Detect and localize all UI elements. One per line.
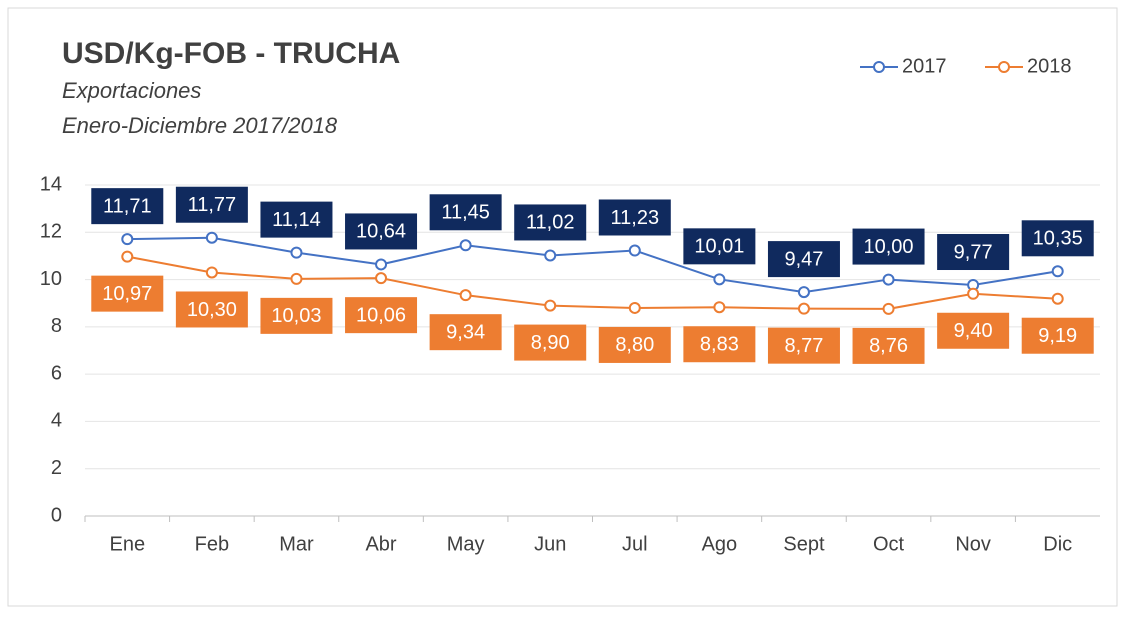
chart-subtitle: Exportaciones — [62, 78, 201, 103]
x-tick-label: Ago — [702, 533, 738, 555]
point — [630, 245, 640, 255]
point — [291, 248, 301, 258]
x-tick-label: Jul — [622, 533, 648, 555]
point — [1053, 294, 1063, 304]
data-label: 10,30 — [187, 299, 237, 321]
point — [630, 303, 640, 313]
chart: USD/Kg-FOB - TRUCHA Exportaciones Enero-… — [0, 0, 1125, 614]
point — [207, 233, 217, 243]
data-label: 10,00 — [864, 236, 914, 258]
point — [884, 275, 894, 285]
point — [1053, 266, 1063, 276]
data-label: 11,23 — [611, 207, 660, 229]
legend-marker — [999, 62, 1009, 72]
data-label: 9,40 — [954, 320, 993, 342]
legend-label: 2017 — [902, 55, 947, 77]
legend-marker — [874, 62, 884, 72]
point — [884, 304, 894, 314]
x-tick-label: Oct — [873, 533, 905, 555]
y-tick-label: 12 — [40, 221, 62, 243]
data-label: 10,64 — [356, 221, 406, 243]
point — [122, 234, 132, 244]
data-label: 11,71 — [103, 195, 152, 217]
point — [207, 267, 217, 277]
data-label: 9,47 — [784, 248, 823, 270]
y-tick-label: 14 — [40, 173, 62, 195]
y-tick-label: 2 — [51, 457, 62, 479]
data-label: 11,14 — [272, 209, 321, 231]
data-label: 10,03 — [271, 305, 321, 327]
data-label: 8,76 — [869, 335, 908, 357]
point — [714, 274, 724, 284]
point — [376, 273, 386, 283]
point — [545, 250, 555, 260]
data-label: 11,77 — [188, 194, 237, 216]
point — [376, 259, 386, 269]
y-tick-label: 10 — [40, 268, 62, 290]
data-label: 8,80 — [615, 334, 654, 356]
y-tick-label: 0 — [51, 504, 62, 526]
point — [799, 304, 809, 314]
data-label: 10,01 — [694, 236, 744, 258]
point — [968, 289, 978, 299]
legend-label: 2018 — [1027, 55, 1072, 77]
data-label: 9,34 — [446, 321, 485, 343]
point — [799, 287, 809, 297]
data-label: 10,35 — [1033, 228, 1083, 250]
data-label: 8,77 — [784, 335, 823, 357]
data-label: 8,90 — [531, 332, 570, 354]
point — [545, 301, 555, 311]
x-tick-label: Nov — [955, 533, 991, 555]
y-tick-label: 6 — [51, 362, 62, 384]
x-tick-label: Feb — [195, 533, 229, 555]
x-tick-label: Mar — [279, 533, 314, 555]
data-label: 9,19 — [1038, 325, 1077, 347]
point — [461, 290, 471, 300]
x-tick-label: Dic — [1043, 533, 1072, 555]
y-tick-label: 8 — [51, 315, 62, 337]
data-label: 9,77 — [954, 241, 993, 263]
x-tick-label: Ene — [109, 533, 145, 555]
x-tick-label: Sept — [783, 533, 825, 555]
point — [291, 274, 301, 284]
point — [461, 240, 471, 250]
x-tick-label: Abr — [365, 533, 396, 555]
data-label: 10,97 — [102, 283, 152, 305]
data-label: 11,45 — [441, 202, 490, 224]
x-tick-label: May — [447, 533, 485, 555]
data-label: 8,83 — [700, 334, 739, 356]
chart-title: USD/Kg-FOB - TRUCHA — [62, 37, 400, 70]
y-tick-label: 4 — [51, 410, 62, 432]
x-tick-label: Jun — [534, 533, 566, 555]
point — [122, 252, 132, 262]
data-label: 11,02 — [526, 212, 575, 234]
point — [714, 302, 724, 312]
data-label: 10,06 — [356, 304, 406, 326]
chart-subtitle: Enero-Diciembre 2017/2018 — [62, 113, 338, 138]
